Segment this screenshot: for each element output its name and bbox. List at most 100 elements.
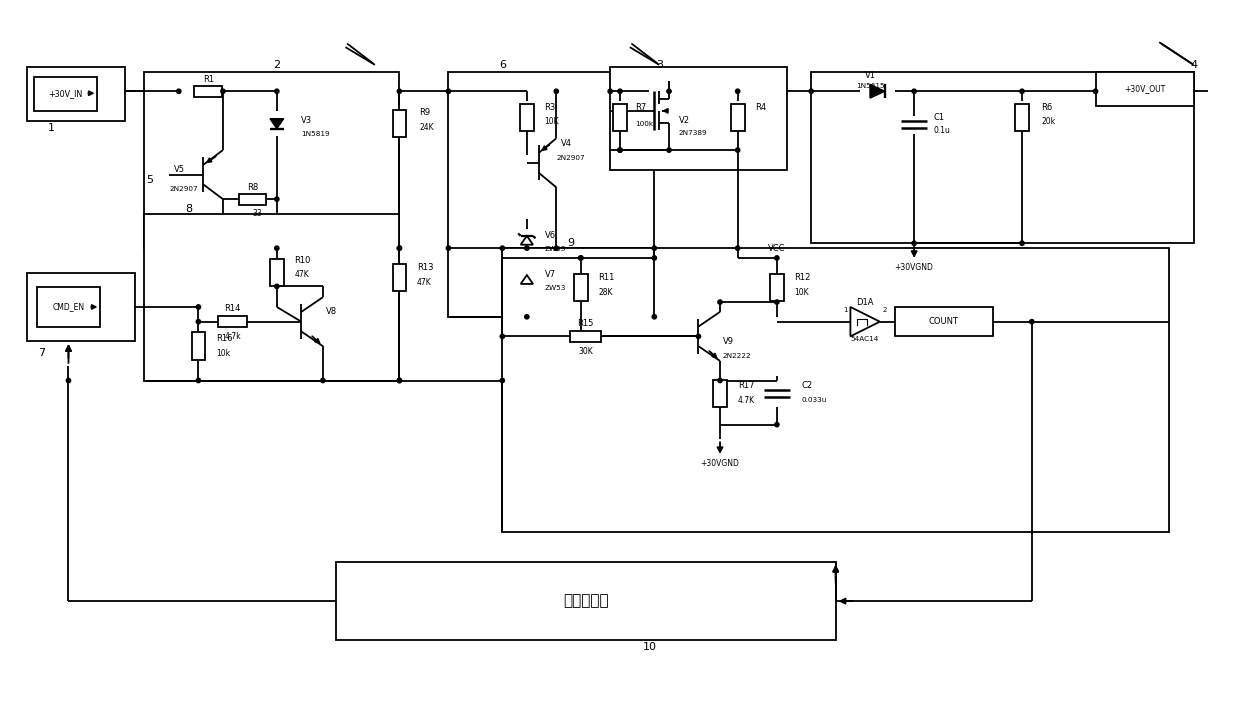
Text: +30VGND: +30VGND [701, 459, 739, 469]
Bar [713, 380, 727, 407]
Circle shape [718, 300, 722, 304]
Text: 20k: 20k [1042, 117, 1055, 126]
Bar [770, 274, 784, 301]
Circle shape [446, 89, 450, 93]
Circle shape [608, 89, 613, 93]
Text: R4: R4 [755, 103, 766, 112]
Text: 4.7k: 4.7k [224, 332, 241, 341]
Circle shape [221, 89, 226, 93]
Bar [449, 72, 655, 317]
Circle shape [579, 256, 583, 260]
Circle shape [1029, 319, 1034, 324]
Bar [145, 214, 399, 380]
Text: 2N2222: 2N2222 [723, 353, 751, 359]
Circle shape [525, 246, 529, 250]
Circle shape [775, 422, 779, 427]
Text: C2: C2 [801, 381, 812, 390]
Bar [27, 272, 135, 341]
Text: R13: R13 [417, 263, 434, 272]
Text: 1N5615: 1N5615 [856, 83, 884, 90]
Circle shape [808, 89, 813, 93]
Text: 2N2907: 2N2907 [557, 155, 585, 161]
Text: R17: R17 [738, 381, 754, 390]
Bar [393, 110, 407, 137]
Bar [502, 248, 1169, 533]
Bar [336, 562, 836, 641]
Bar [218, 316, 248, 327]
Polygon shape [521, 236, 533, 245]
Circle shape [735, 246, 740, 250]
Polygon shape [521, 275, 533, 284]
Circle shape [275, 89, 279, 93]
Bar [1016, 104, 1029, 132]
Circle shape [697, 334, 701, 338]
Bar [195, 86, 222, 97]
Text: V9: V9 [723, 337, 734, 346]
Text: R11: R11 [599, 273, 615, 282]
Bar [894, 307, 992, 336]
Circle shape [667, 148, 671, 152]
Text: R14: R14 [224, 304, 241, 314]
Text: +30VGND: +30VGND [895, 263, 934, 272]
Circle shape [618, 148, 622, 152]
Text: V1: V1 [864, 71, 875, 80]
Text: 中央处理器: 中央处理器 [563, 594, 609, 609]
Text: R12: R12 [795, 273, 811, 282]
Text: 2: 2 [883, 307, 887, 313]
Circle shape [735, 89, 740, 93]
Circle shape [775, 300, 779, 304]
Text: 8: 8 [185, 204, 192, 214]
Text: 47K: 47K [417, 278, 432, 287]
Text: R16: R16 [216, 334, 233, 343]
Circle shape [911, 241, 916, 245]
Circle shape [196, 378, 201, 383]
Text: 0.1u: 0.1u [934, 126, 951, 135]
Circle shape [1094, 89, 1097, 93]
Circle shape [66, 378, 71, 383]
Text: 2: 2 [273, 60, 280, 70]
Circle shape [525, 314, 529, 319]
Polygon shape [270, 119, 284, 129]
Circle shape [554, 89, 558, 93]
Text: D1A: D1A [857, 298, 874, 306]
Circle shape [397, 89, 402, 93]
Circle shape [176, 89, 181, 93]
Text: 1N5819: 1N5819 [301, 132, 330, 137]
Bar [520, 104, 533, 132]
Bar [574, 274, 588, 301]
Circle shape [652, 256, 656, 260]
Circle shape [618, 148, 622, 152]
Text: 9: 9 [568, 238, 574, 248]
Circle shape [1019, 241, 1024, 245]
Circle shape [397, 246, 402, 250]
Text: 10K: 10K [544, 117, 559, 126]
Bar [37, 287, 100, 326]
Circle shape [500, 334, 505, 338]
Text: 2N7389: 2N7389 [678, 130, 708, 137]
Circle shape [500, 378, 505, 383]
Text: 30K: 30K [578, 346, 593, 356]
Text: 10k: 10k [216, 348, 231, 358]
Text: 3: 3 [656, 60, 662, 70]
Bar [613, 104, 627, 132]
Circle shape [911, 89, 916, 93]
Text: 5: 5 [146, 174, 153, 185]
Text: 2N2907: 2N2907 [169, 186, 197, 192]
Text: 10K: 10K [795, 288, 810, 296]
Text: 4: 4 [1190, 60, 1197, 70]
Text: V3: V3 [301, 116, 312, 125]
Text: 1: 1 [843, 307, 848, 313]
Text: 1: 1 [48, 122, 55, 132]
Circle shape [618, 89, 622, 93]
Text: 10: 10 [642, 642, 656, 652]
Text: 6: 6 [498, 60, 506, 70]
Bar [610, 67, 786, 170]
Bar [191, 333, 206, 360]
Bar [238, 193, 267, 205]
Text: V2: V2 [678, 116, 689, 125]
Circle shape [397, 378, 402, 383]
Text: ZW53: ZW53 [544, 246, 565, 252]
Circle shape [1019, 89, 1024, 93]
Bar [730, 104, 744, 132]
Circle shape [554, 246, 558, 250]
